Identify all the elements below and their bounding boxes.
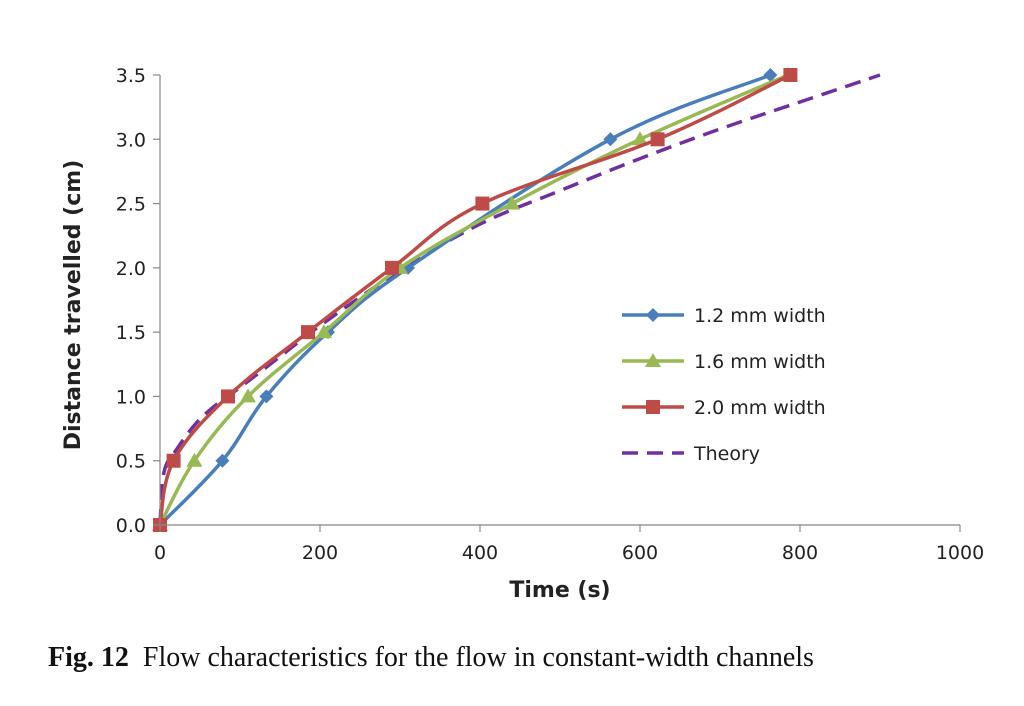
legend-item-1-6-mm-width: 1.6 mm width	[622, 351, 826, 373]
data-point	[632, 131, 648, 146]
x-tick-label: 0	[154, 542, 166, 564]
data-point	[650, 132, 665, 147]
legend-item-1-2-mm-width: 1.2 mm width	[622, 305, 826, 327]
series-theory	[158, 73, 881, 526]
data-point	[475, 196, 490, 211]
axes: 0.0 0.5 1.0 1.5 2.0 2.5 3.0 3.5 0 200 400 600 800 100…	[61, 65, 984, 603]
y-tick-label: 1.5	[116, 322, 146, 344]
series-2-0-mm-width	[153, 68, 798, 532]
legend-label: 1.2 mm width	[694, 305, 826, 327]
data-point	[385, 260, 399, 275]
data-point	[783, 68, 798, 82]
data-point	[259, 389, 274, 404]
series-line-theory	[158, 73, 881, 526]
figure-caption: Fig. 12 Flow characteristics for the flo…	[48, 642, 814, 674]
legend-marker	[645, 353, 661, 367]
x-tick-label: 400	[462, 542, 498, 564]
x-tick-label: 200	[302, 542, 338, 564]
data-point	[186, 452, 203, 467]
caption-text: Flow characteristics for the flow in con…	[142, 642, 814, 673]
data-point	[166, 453, 181, 468]
data-point	[240, 388, 256, 403]
y-tick-label: 2.0	[116, 258, 146, 280]
legend: 1.2 mm width 1.6 mm width 2.0 mm width Theo…	[622, 305, 826, 465]
legend-label: 2.0 mm width	[694, 397, 826, 419]
data-point	[301, 325, 315, 340]
x-tick-label: 800	[782, 542, 818, 564]
y-tick-label: 1.0	[116, 386, 146, 408]
y-tick-label: 2.5	[116, 194, 146, 216]
caption-label: Fig. 12	[48, 642, 129, 673]
x-axis-title: Time (s)	[509, 578, 610, 603]
plot-lines	[152, 67, 881, 532]
y-tick-label: 0.0	[116, 515, 146, 537]
x-tick-label: 1000	[936, 542, 984, 564]
y-tick-label: 3.5	[116, 65, 146, 87]
data-point	[316, 324, 332, 339]
x-tick-label: 600	[622, 542, 658, 564]
data-point	[763, 68, 778, 82]
legend-label: Theory	[693, 443, 760, 465]
data-point	[504, 195, 520, 210]
legend-item-2-0-mm-width: 2.0 mm width	[622, 397, 826, 419]
series-line-1-2-mm-width	[158, 73, 772, 527]
line-chart: 0.0 0.5 1.0 1.5 2.0 2.5 3.0 3.5 0 200 400 600 800 100…	[61, 65, 984, 603]
legend-marker	[646, 400, 660, 414]
y-tick-label: 0.5	[116, 451, 146, 473]
legend-item-theory: Theory	[622, 443, 760, 465]
data-point	[603, 132, 618, 147]
data-point	[221, 389, 235, 404]
y-axis-title: Distance travelled (cm)	[61, 160, 86, 451]
data-point	[215, 453, 230, 468]
legend-marker	[646, 308, 660, 322]
y-tick-label: 3.0	[116, 129, 146, 151]
legend-label: 1.6 mm width	[694, 351, 826, 373]
series-1-2-mm-width	[153, 68, 778, 532]
